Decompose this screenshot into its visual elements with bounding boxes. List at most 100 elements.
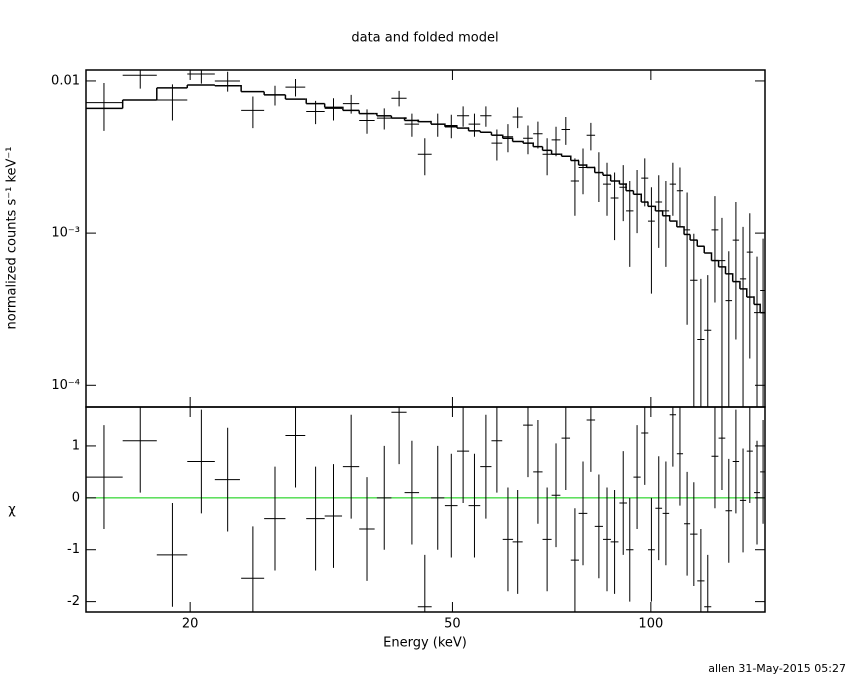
residual-point [324,464,343,568]
residual-point [417,554,432,612]
model-riser [746,288,748,298]
residual-point [502,487,514,592]
residual-point [570,508,579,612]
data-point [704,275,712,407]
data-point [512,107,523,129]
data-point [619,165,627,222]
residual-point [187,409,215,514]
model-riser [676,220,678,227]
data-point [676,167,684,227]
residual-point [551,443,561,548]
residual-point [285,407,306,488]
data-point [697,278,705,407]
residual-point [533,419,543,524]
data-point [551,126,561,157]
y-tick-label: 10⁻⁴ [51,378,80,393]
model-riser [668,215,671,222]
chart-title: data and folded model [351,31,498,46]
data-point [633,169,641,234]
data-point [669,162,677,216]
data-point [285,78,306,97]
data-point [480,106,492,127]
residual-point [241,526,265,612]
residual-point [725,458,733,563]
model-riser [342,106,344,111]
model-riser [570,155,572,161]
data-point [306,100,325,125]
data-point [754,256,760,407]
residual-point [491,407,503,493]
model-riser [752,296,755,305]
residual-point [468,453,481,558]
data-point [602,162,611,216]
model-riser [654,205,657,211]
y-tick-label: 0.01 [51,73,80,88]
residual-point [684,471,691,576]
data-point [533,121,543,149]
data-point [725,251,733,407]
model-riser [374,112,378,116]
data-point [578,148,588,195]
data-point [647,187,655,294]
residual-point [444,453,458,558]
residual-point [754,440,760,545]
x-axis-label: Energy (keV) [383,636,467,651]
model-riser [739,280,741,289]
axes: 0.01 10⁻³ 10⁻⁴ -2 -1 0 1 20 50 100 [51,70,765,632]
model-riser [239,84,242,92]
data-point [718,217,726,407]
residual-point [359,477,375,581]
data-point [491,129,503,161]
data-point [684,192,691,325]
model-riser [417,119,420,122]
data-point [662,181,670,267]
data-point [690,233,698,407]
residual-point [306,466,325,571]
model-riser [403,117,407,121]
residual-point [264,466,286,571]
model-riser [585,164,588,168]
data-point [468,113,481,137]
model-riser [430,120,432,125]
x-tick-label: 20 [182,617,199,632]
data-point [431,113,445,137]
data-point [122,70,157,89]
residual-point [391,407,407,465]
model-riser [456,125,458,129]
y-tick-label: -1 [67,542,80,557]
model-riser [560,153,563,157]
residual-point [676,407,684,506]
residual-point [626,497,634,602]
x-tick-label: 100 [638,617,663,632]
y-axis-label: χ [8,503,16,518]
residual-point [594,474,603,579]
data-point [324,98,343,121]
data-point [404,113,420,137]
footer: allen 31-May-2015 05:27 [708,662,846,675]
residual-point [122,407,157,493]
residual-point [586,407,596,472]
data-point [456,106,470,127]
residual-point [704,554,712,612]
y-tick-label: 10⁻³ [51,226,80,241]
model-riser [618,180,621,185]
data-point [542,138,552,176]
residual-point [431,445,445,550]
residual-point [214,427,240,532]
model-riser [640,193,642,203]
data-point [391,90,407,107]
residual-point [739,448,747,553]
data-point [570,158,579,216]
residual-point [602,487,611,592]
top-frame [85,69,766,408]
residual-point [697,528,705,612]
data-point [214,71,240,92]
residual-point [619,451,627,555]
residual-point [542,487,552,592]
residual-point [711,407,719,509]
data-point [86,82,123,131]
data-point [711,196,719,303]
residual-point [456,407,470,504]
data-point [641,158,649,207]
data-point [523,125,533,155]
